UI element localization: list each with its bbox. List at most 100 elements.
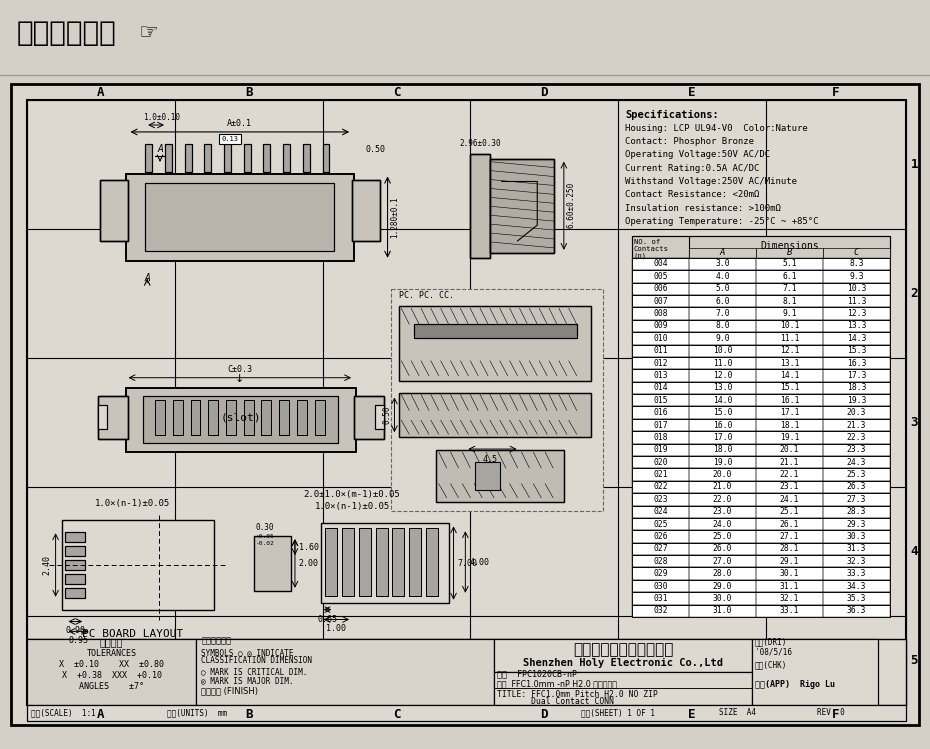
Bar bbox=[823, 248, 890, 258]
Bar bbox=[279, 399, 289, 435]
Bar bbox=[823, 320, 890, 332]
Bar bbox=[689, 481, 756, 493]
Bar bbox=[689, 518, 756, 530]
Bar bbox=[631, 419, 890, 431]
Bar bbox=[689, 419, 756, 431]
Text: 18.3: 18.3 bbox=[846, 383, 866, 392]
Text: 21.0: 21.0 bbox=[712, 482, 732, 491]
Text: 27.1: 27.1 bbox=[779, 532, 799, 541]
Text: 9.0: 9.0 bbox=[715, 334, 730, 343]
Bar bbox=[756, 580, 823, 592]
Text: ◎ MARK IS MAJOR DIM.: ◎ MARK IS MAJOR DIM. bbox=[202, 676, 294, 685]
Text: 3: 3 bbox=[910, 416, 918, 428]
Bar bbox=[283, 144, 290, 172]
Text: 0.90: 0.90 bbox=[65, 626, 86, 635]
Text: 15.0: 15.0 bbox=[712, 408, 732, 417]
Text: 14.3: 14.3 bbox=[846, 334, 866, 343]
Text: 29.3: 29.3 bbox=[846, 520, 866, 529]
Bar bbox=[359, 528, 371, 595]
Bar bbox=[61, 521, 214, 610]
Text: 12.3: 12.3 bbox=[846, 309, 866, 318]
Bar bbox=[426, 528, 438, 595]
Bar bbox=[27, 640, 196, 705]
Bar bbox=[409, 528, 421, 595]
Text: B: B bbox=[245, 708, 252, 721]
Bar bbox=[631, 604, 689, 617]
Text: 012: 012 bbox=[653, 359, 668, 368]
Text: 029: 029 bbox=[653, 569, 668, 578]
Text: X  ±0.10    XX  ±0.80: X ±0.10 XX ±0.80 bbox=[60, 660, 165, 669]
Bar bbox=[756, 604, 823, 617]
Text: 4.0: 4.0 bbox=[715, 272, 730, 281]
Text: 1.0×(n-1)±0.05: 1.0×(n-1)±0.05 bbox=[95, 499, 170, 508]
Bar bbox=[27, 640, 196, 705]
Text: 27.3: 27.3 bbox=[846, 495, 866, 504]
Bar bbox=[689, 320, 756, 332]
Bar bbox=[631, 468, 689, 481]
Bar bbox=[631, 332, 890, 345]
Bar bbox=[27, 640, 906, 705]
Text: 031: 031 bbox=[653, 594, 668, 603]
Text: SYMBOLS ○ ◎ INDICATE: SYMBOLS ○ ◎ INDICATE bbox=[202, 648, 294, 657]
Text: 31.0: 31.0 bbox=[712, 607, 732, 616]
Text: 审核(CHK): 审核(CHK) bbox=[755, 660, 788, 669]
Bar bbox=[399, 392, 591, 437]
Text: Operating Voltage:50V AC/DC: Operating Voltage:50V AC/DC bbox=[625, 151, 770, 160]
Bar bbox=[173, 399, 182, 435]
Bar bbox=[100, 180, 127, 241]
Bar bbox=[399, 306, 591, 380]
Bar bbox=[494, 640, 752, 672]
Text: 品名  FFC1.0mm -nP H2.0 双面接揩贴: 品名 FFC1.0mm -nP H2.0 双面接揩贴 bbox=[497, 679, 617, 688]
Text: 5.1: 5.1 bbox=[782, 259, 797, 268]
Bar bbox=[196, 640, 494, 705]
Bar bbox=[631, 456, 890, 468]
Bar bbox=[409, 528, 421, 595]
Bar bbox=[823, 493, 890, 506]
Text: ○ MARK IS CRITICAL DIM.: ○ MARK IS CRITICAL DIM. bbox=[202, 667, 308, 676]
Text: B: B bbox=[245, 86, 252, 99]
Bar bbox=[689, 543, 756, 555]
Bar bbox=[226, 399, 236, 435]
Bar bbox=[631, 369, 890, 382]
Bar bbox=[65, 574, 86, 583]
Text: 016: 016 bbox=[653, 408, 668, 417]
Bar bbox=[494, 672, 752, 705]
Bar bbox=[414, 324, 577, 338]
Bar bbox=[392, 288, 604, 512]
Text: 25.1: 25.1 bbox=[779, 507, 799, 516]
Text: 7.00: 7.00 bbox=[458, 559, 477, 568]
Bar bbox=[297, 399, 307, 435]
Text: 31.3: 31.3 bbox=[846, 545, 866, 554]
Text: 13.3: 13.3 bbox=[846, 321, 866, 330]
Bar bbox=[631, 580, 890, 592]
Text: 23.1: 23.1 bbox=[779, 482, 799, 491]
Bar bbox=[631, 270, 890, 282]
Bar bbox=[689, 258, 756, 270]
Text: 10.1: 10.1 bbox=[779, 321, 799, 330]
Bar bbox=[27, 705, 906, 721]
Text: 1.0±0.10: 1.0±0.10 bbox=[143, 113, 180, 122]
Text: 33.3: 33.3 bbox=[846, 569, 866, 578]
Bar bbox=[244, 399, 254, 435]
Text: 23.3: 23.3 bbox=[846, 446, 866, 455]
Bar bbox=[823, 394, 890, 407]
Text: Withstand Voltage:250V AC/Minute: Withstand Voltage:250V AC/Minute bbox=[625, 177, 797, 186]
Bar bbox=[208, 399, 219, 435]
Bar bbox=[756, 270, 823, 282]
Text: 在线图纸下载: 在线图纸下载 bbox=[17, 19, 116, 47]
Text: ☞: ☞ bbox=[138, 23, 158, 43]
Bar bbox=[631, 493, 890, 506]
Text: 34.3: 34.3 bbox=[846, 581, 866, 590]
Text: 030: 030 bbox=[653, 581, 668, 590]
Text: 9.3: 9.3 bbox=[849, 272, 864, 281]
Bar bbox=[823, 345, 890, 357]
Bar bbox=[631, 407, 689, 419]
Bar bbox=[244, 144, 250, 172]
Text: 032: 032 bbox=[653, 607, 668, 616]
Bar bbox=[65, 574, 86, 583]
Text: 7.1: 7.1 bbox=[782, 285, 797, 294]
Bar bbox=[145, 184, 335, 251]
Bar bbox=[631, 604, 890, 617]
Text: 1.280±0.1: 1.280±0.1 bbox=[391, 196, 400, 238]
Text: 028: 028 bbox=[653, 557, 668, 565]
